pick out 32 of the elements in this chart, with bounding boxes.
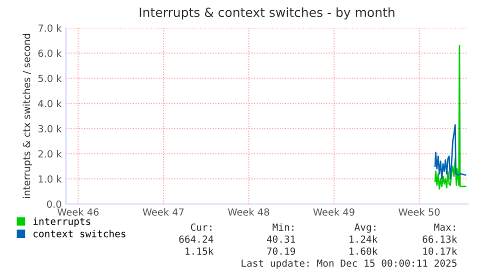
y-tick-label: 6.0 k — [38, 49, 62, 57]
text: Cur: — [190, 223, 212, 231]
legend-label: interrupts — [33, 217, 90, 227]
y-tick-label: 4.0 k — [38, 100, 62, 108]
text: 1.24k — [350, 235, 378, 243]
text: 10.17k — [423, 247, 458, 255]
y-tick-label: 7.0 k — [38, 24, 62, 32]
legend-label: context switches — [34, 230, 126, 238]
y-tick-label: 3.0 k — [38, 124, 62, 132]
y-tick-label: 0.0 — [47, 200, 62, 208]
x-tick-label: Week 48 — [228, 208, 270, 216]
y-tick-label: 5.0 k — [38, 74, 62, 82]
text: Min: — [272, 223, 294, 231]
text: 1.60k — [350, 247, 378, 255]
text: 66.13k — [422, 235, 458, 243]
y-axis-title: interrupts & ctx switches / second — [22, 34, 32, 198]
text: Last update: Mon Dec 15 00:00:11 2025 — [242, 259, 456, 269]
chart-title: Interrupts & context switches - by month — [140, 7, 394, 20]
line-series — [434, 44, 466, 190]
text: 664.24 — [179, 235, 214, 243]
text: 1.15k — [186, 247, 214, 255]
text: 70.19 — [267, 247, 296, 255]
x-tick-label: Week 49 — [313, 208, 354, 216]
text: Max: — [434, 224, 455, 231]
y-tick-label: 1.0 k — [38, 175, 62, 183]
y-tick-label: 2.0 k — [38, 150, 62, 158]
x-tick-label: Week 46 — [57, 208, 99, 216]
x-tick-label: Week 50 — [398, 208, 440, 216]
line-series — [434, 124, 466, 180]
text: Avg: — [354, 224, 376, 233]
x-tick-label: Week 47 — [142, 208, 184, 216]
text: 40.31 — [266, 235, 296, 243]
